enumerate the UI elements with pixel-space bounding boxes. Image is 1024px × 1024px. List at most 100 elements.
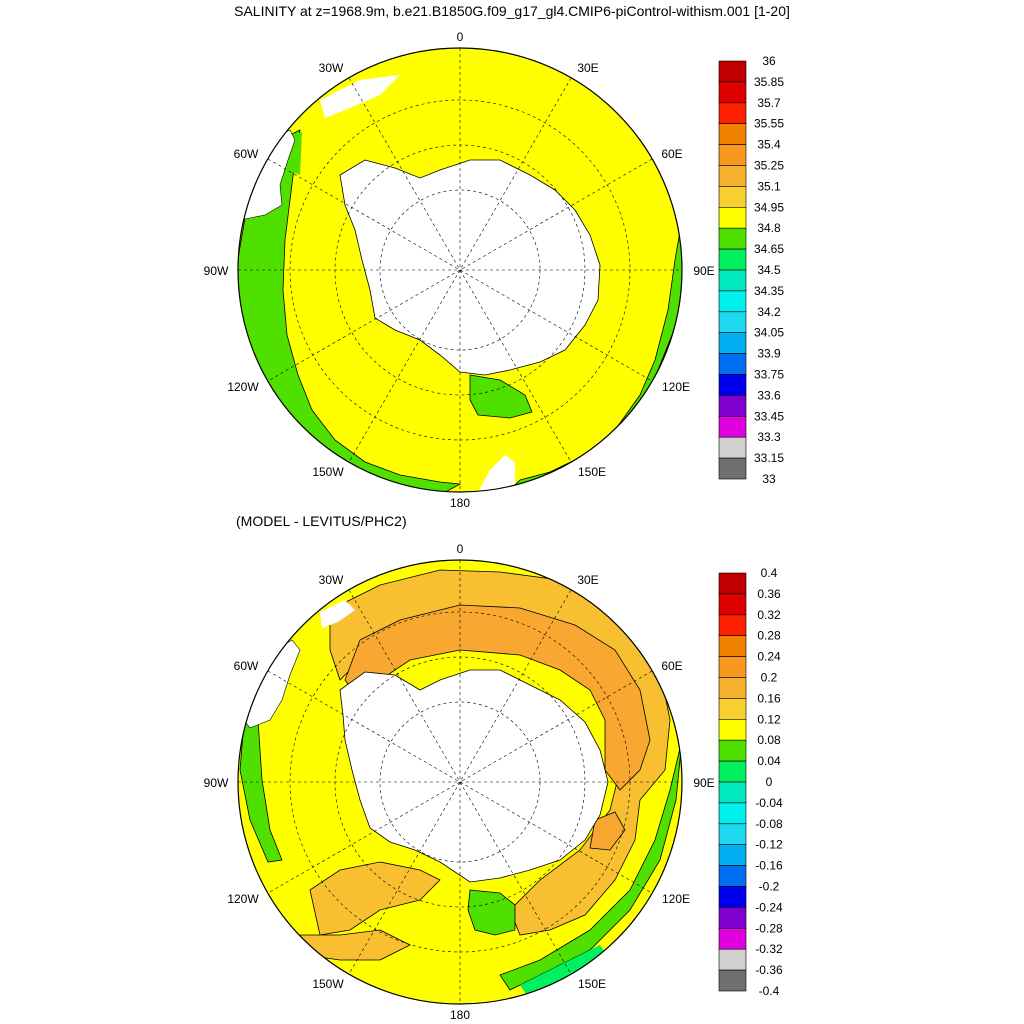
- top-colorbar-label-3: 35.55: [754, 117, 784, 131]
- bottom-colorbar-label-11: -0.04: [755, 796, 783, 810]
- bottom-colorbar-swatch-9: [718, 760, 747, 783]
- bottom-light-orange-sw: [309, 861, 441, 936]
- bottom-colorbar-label-1: 0.36: [757, 587, 781, 601]
- top-land-new-zealand: [478, 455, 515, 492]
- top-label-180: 180: [450, 496, 470, 510]
- top-colorbar-label-19: 33.15: [754, 451, 784, 465]
- top-colorbar-swatch-9: [718, 248, 747, 271]
- top-colorbar-swatch-19: [718, 457, 747, 480]
- bottom-label-180: 180: [450, 1008, 470, 1022]
- top-colorbar-label-14: 33.9: [757, 347, 781, 361]
- top-colorbar-label-15: 33.75: [754, 368, 784, 382]
- bottom-colorbar-label-14: -0.16: [755, 859, 783, 873]
- bottom-label-90e: 90E: [693, 776, 714, 790]
- top-colorbar-label-6: 35.1: [757, 179, 781, 193]
- bottom-label-60w: 60W: [234, 659, 259, 673]
- bottom-colorbar-swatch-16: [718, 907, 747, 929]
- top-label-0: 0: [457, 30, 464, 44]
- bottom-colorbar-swatch-2: [718, 614, 747, 636]
- bottom-colorbar-label-9: 0.04: [757, 754, 781, 768]
- bottom-map-border: [237, 559, 683, 1005]
- bottom-colorbar-label-0: 0.4: [761, 566, 778, 580]
- top-label-60w: 60W: [234, 147, 259, 161]
- top-colorbar-swatch-2: [718, 102, 747, 125]
- top-colorbar-swatch-18: [718, 436, 747, 459]
- top-land-africa: [320, 75, 400, 118]
- top-colorbar-label-16: 33.6: [757, 388, 781, 402]
- bottom-colorbar-label-12: -0.08: [755, 817, 783, 831]
- bottom-label-120e: 120E: [662, 892, 690, 906]
- top-colorbar-swatch-16: [718, 395, 747, 417]
- top-label-150w: 150W: [312, 465, 344, 479]
- top-colorbar-swatch-12: [718, 311, 747, 333]
- bottom-colorbar-label-15: -0.2: [759, 880, 780, 894]
- top-colorbar-label-12: 34.2: [757, 305, 781, 319]
- bottom-colorbar-swatch-4: [718, 656, 747, 678]
- top-label-150e: 150E: [578, 465, 606, 479]
- bottom-colorbar-label-19: -0.36: [755, 963, 783, 977]
- bottom-colorbar-label-6: 0.16: [757, 691, 781, 705]
- bottom-label-30e: 30E: [577, 573, 598, 587]
- bottom-label-120w: 120W: [227, 892, 259, 906]
- map-subtitle: (MODEL - LEVITUS/PHC2): [236, 513, 407, 529]
- top-colorbar-swatch-11: [718, 290, 747, 313]
- top-label-30w: 30W: [319, 61, 344, 75]
- top-lon-labels: 0 180 90W 90E 30W 30E 60W 60E 120W 120E …: [204, 30, 715, 510]
- top-colorbar-swatch-15: [718, 374, 747, 396]
- top-colorbar-label-10: 34.5: [757, 263, 781, 277]
- bottom-colorbar-label-3: 0.28: [757, 629, 781, 643]
- bottom-colorbar-swatch-19: [718, 969, 747, 992]
- bottom-label-150e: 150E: [578, 977, 606, 991]
- top-colorbar-label-9: 34.65: [754, 242, 784, 256]
- top-land-antarctica: [339, 159, 601, 376]
- bottom-colorbar-swatch-15: [718, 886, 747, 908]
- bottom-colorbar-swatch-7: [718, 718, 747, 741]
- bottom-colorbar-label-16: -0.24: [755, 900, 783, 914]
- bottom-green-patch-ross: [467, 889, 516, 936]
- top-green-region-west: [238, 129, 462, 492]
- bottom-colorbar-label-17: -0.28: [755, 921, 783, 935]
- bottom-label-150w: 150W: [312, 977, 344, 991]
- top-colorbar-swatch-4: [718, 144, 747, 166]
- top-colorbar-label-1: 35.85: [754, 75, 784, 89]
- map-title: SALINITY at z=1968.9m, b.e21.B1850G.f09_…: [234, 3, 790, 19]
- top-label-30e: 30E: [577, 61, 598, 75]
- bottom-colorbar-label-7: 0.12: [757, 712, 781, 726]
- top-map-border: [237, 47, 683, 493]
- top-colorbar-swatch-5: [718, 165, 747, 187]
- top-colorbar-label-7: 34.95: [754, 200, 784, 214]
- bottom-colorbar-swatch-3: [718, 635, 747, 657]
- top-label-60e: 60E: [661, 147, 682, 161]
- bottom-colorbar-swatch-13: [718, 844, 747, 866]
- top-colorbar-label-4: 35.4: [757, 138, 781, 152]
- top-label-120w: 120W: [227, 380, 259, 394]
- top-colorbar-label-2: 35.7: [757, 96, 781, 110]
- top-green-patch-ross: [469, 374, 533, 419]
- top-colorbar-label-5: 35.25: [754, 159, 784, 173]
- bottom-colorbar-swatch-17: [718, 927, 747, 950]
- top-green-peninsula: [292, 132, 302, 175]
- bottom-colorbar-swatch-11: [718, 802, 747, 825]
- top-colorbar: 36 35.85 35.7 35.55 35.4 35.25 35.1 34.95 34.8 34…: [718, 54, 784, 486]
- top-colorbar-swatch-13: [718, 332, 747, 354]
- top-colorbar-swatch-10: [718, 269, 747, 292]
- top-label-90w: 90W: [204, 264, 229, 278]
- bottom-label-0: 0: [457, 542, 464, 556]
- top-colorbar-swatch-8: [718, 227, 747, 250]
- top-label-90e: 90E: [693, 264, 714, 278]
- top-green-region-east: [508, 219, 682, 491]
- bottom-colorbar-label-4: 0.24: [757, 650, 781, 664]
- bottom-colorbar-swatch-14: [718, 865, 747, 887]
- top-colorbar-swatch-6: [718, 186, 747, 208]
- bottom-colorbar-swatch-12: [718, 823, 747, 845]
- bottom-orange-lobe-120e: [589, 811, 626, 851]
- top-colorbar-label-13: 34.05: [754, 326, 784, 340]
- bottom-colorbar-swatch-0: [718, 572, 747, 595]
- bottom-map: [238, 560, 682, 1004]
- top-graticule: [238, 48, 682, 492]
- top-colorbar-label-17: 33.45: [754, 409, 784, 423]
- top-colorbar-swatch-1: [718, 81, 747, 104]
- bottom-colorbar-swatch-18: [718, 948, 747, 971]
- bottom-colorbar-label-8: 0.08: [757, 733, 781, 747]
